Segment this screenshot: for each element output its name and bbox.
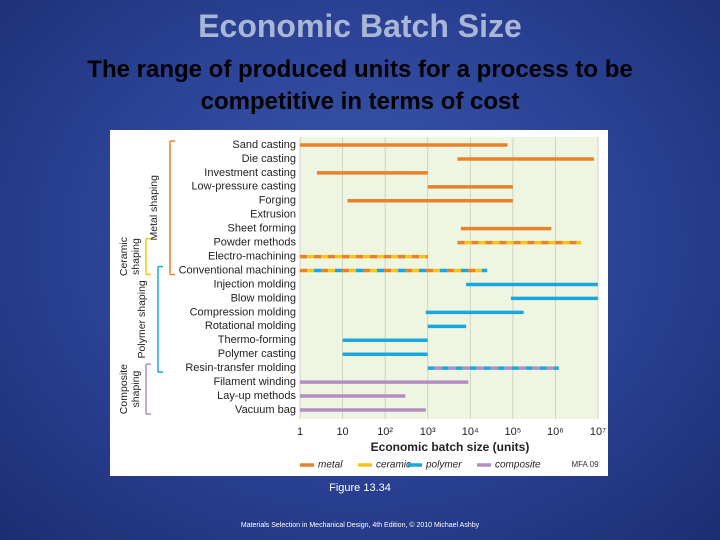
process-label: Filament winding — [213, 376, 296, 388]
x-tick-label: 10² — [377, 426, 393, 438]
x-tick-label: 10⁶ — [547, 426, 564, 438]
x-tick-label: 1 — [297, 426, 303, 438]
x-tick-label: 10⁷ — [590, 426, 606, 438]
process-label: Lay-up methods — [217, 390, 296, 402]
group-label: Metal shaping — [148, 175, 160, 241]
x-tick-label: 10³ — [420, 426, 436, 438]
process-label: Extrusion — [250, 209, 296, 221]
slide-subtitle: The range of produced units for a proces… — [87, 56, 633, 115]
figure-caption: Figure 13.34 — [329, 482, 391, 494]
x-axis-label: Economic batch size (units) — [371, 440, 530, 454]
process-label: Vacuum bag — [235, 404, 296, 416]
process-label: Conventional machining — [179, 264, 296, 276]
process-label: Electro-machining — [208, 250, 296, 262]
process-label: Low-pressure casting — [191, 181, 296, 193]
x-tick-label: 10⁴ — [462, 426, 479, 438]
legend-label: polymer — [425, 460, 462, 471]
process-label: Compression molding — [190, 306, 296, 318]
x-tick-label: 10⁵ — [504, 426, 521, 438]
x-tick-label: 10 — [336, 426, 348, 438]
footer: Materials Selection in Mechanical Design… — [240, 522, 480, 529]
group-label: Polymer shaping — [136, 280, 148, 358]
legend-label: ceramic — [376, 460, 411, 471]
process-label: Powder methods — [213, 237, 296, 249]
process-label: Blow molding — [231, 292, 296, 304]
slide-title: Economic Batch Size — [198, 8, 522, 44]
plot-area — [300, 137, 598, 419]
process-label: Investment casting — [204, 167, 296, 179]
process-label: Resin-transfer molding — [185, 362, 296, 374]
group-label: Compositeshaping — [118, 364, 142, 414]
credit: MFA 09 — [571, 460, 599, 469]
process-label: Polymer casting — [218, 348, 296, 360]
process-label: Injection molding — [213, 278, 296, 290]
process-label: Rotational molding — [205, 320, 296, 332]
process-label: Forging — [259, 195, 296, 207]
legend-label: composite — [495, 460, 541, 471]
legend-label: metal — [318, 460, 343, 471]
group-label: Ceramicshaping — [118, 237, 142, 276]
process-label: Sheet forming — [228, 223, 296, 235]
process-label: Thermo-forming — [218, 334, 296, 346]
process-label: Die casting — [242, 153, 296, 165]
process-label: Sand casting — [232, 139, 296, 151]
